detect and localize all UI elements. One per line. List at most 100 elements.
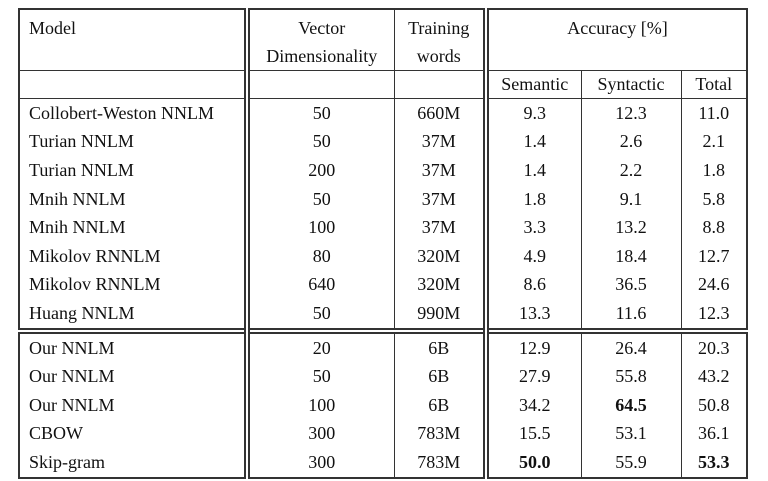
header-model: Model [19,9,250,71]
cell-words: 6B [393,390,489,420]
cell-words: 320M [393,270,489,300]
cell-semantic: 27.9 [519,366,551,387]
cell-words: 320M [393,241,489,271]
cell-semantic: 12.9 [486,327,581,363]
header-total: Total [680,70,747,99]
cell-dim: 80 [312,245,331,266]
header-training-line1: Training [408,18,470,38]
cell-words: 990M [393,299,489,331]
cell-semantic: 4.9 [523,245,547,266]
cell-model: Collobert-Weston NNLM [19,98,250,128]
cell-words: 783M [393,448,489,478]
table-row: Mnih NNLM 50 37M 1.8 9.1 5.8 [19,184,747,214]
header-spacer-model [19,70,250,99]
paper-table-container: Model Vector Dimensionality Training wor… [18,8,748,479]
cell-dim: 300 [308,423,336,444]
cell-syntactic: 64.5 [580,390,681,420]
cell-model: Mnih NNLM [19,184,250,214]
cell-dim: 640 [308,274,336,295]
cell-semantic: 3.3 [523,217,547,238]
header-accuracy-group: Accuracy [%] [486,9,747,71]
header-training-words: Training words [393,9,489,71]
table-row: CBOW 300 783M 15.5 53.1 36.1 [19,419,747,449]
header-spacer-words [393,70,489,99]
cell-words: 37M [393,184,489,214]
cell-total: 43.2 [680,362,747,391]
cell-total: 5.8 [680,184,747,214]
model-comparison-table: Model Vector Dimensionality Training wor… [18,8,748,479]
cell-total: 53.3 [680,448,747,478]
cell-semantic: 8.6 [523,274,547,295]
cell-semantic: 15.5 [519,423,551,444]
header-vector-dimensionality: Vector Dimensionality [247,9,394,71]
table-row: Turian NNLM 200 37M 1.4 2.2 1.8 [19,156,747,185]
cell-syntactic: 12.3 [580,98,681,128]
cell-words: 783M [393,419,489,449]
cell-semantic: 1.4 [523,131,547,152]
cell-semantic: 1.4 [523,159,547,180]
table-row: Turian NNLM 50 37M 1.4 2.6 2.1 [19,127,747,157]
cell-dim: 20 [247,327,394,363]
cell-words: 660M [393,98,489,128]
cell-model: Mnih NNLM [19,213,250,242]
cell-total: 50.8 [680,390,747,420]
table-row: Collobert-Weston NNLM 50 660M 9.3 12.3 1… [19,98,747,128]
cell-model: Mikolov RNNLM [19,241,250,271]
table-body: Collobert-Weston NNLM 50 660M 9.3 12.3 1… [19,98,747,478]
header-semantic: Semantic [486,70,581,99]
cell-words: 37M [393,127,489,157]
cell-dim: 300 [308,451,336,472]
cell-syntactic: 9.1 [580,184,681,214]
cell-model: Mikolov RNNLM [19,270,250,300]
cell-words: 6B [393,362,489,391]
cell-total: 2.1 [680,127,747,157]
cell-semantic: 9.3 [523,102,547,123]
cell-semantic: 13.3 [519,302,551,323]
cell-total: 12.3 [680,299,747,331]
table-row: Our NNLM 20 6B 12.9 26.4 20.3 [19,327,747,363]
cell-dim: 50 [312,302,331,323]
header-syntactic: Syntactic [580,70,681,99]
cell-syntactic: 2.2 [580,156,681,185]
cell-syntactic: 36.5 [580,270,681,300]
header-vector-line1: Vector [298,18,346,38]
header-row-sub: Semantic Syntactic Total [19,70,747,99]
cell-model: Skip-gram [19,448,250,478]
cell-dim: 100 [308,394,336,415]
cell-total: 1.8 [680,156,747,185]
table-row: Mikolov RNNLM 80 320M 4.9 18.4 12.7 [19,241,747,271]
cell-syntactic: 18.4 [580,241,681,271]
cell-total: 20.3 [680,327,747,363]
cell-semantic: 50.0 [519,451,551,472]
cell-dim: 100 [308,217,336,238]
cell-dim: 50 [312,102,331,123]
cell-syntactic: 55.8 [580,362,681,391]
cell-dim: 50 [312,366,331,387]
cell-syntactic: 53.1 [580,419,681,449]
cell-model: Turian NNLM [19,127,250,157]
cell-model: Our NNLM [19,362,250,391]
cell-syntactic: 11.6 [580,299,681,331]
cell-syntactic: 13.2 [580,213,681,242]
header-spacer-dim [247,70,394,99]
cell-model: Our NNLM [19,390,250,420]
cell-total: 11.0 [680,98,747,128]
cell-words: 6B [393,327,489,363]
header-training-line2: words [416,46,461,66]
cell-model: Huang NNLM [19,299,250,331]
cell-syntactic: 26.4 [580,327,681,363]
cell-total: 24.6 [680,270,747,300]
header-row-top: Model Vector Dimensionality Training wor… [19,9,747,71]
cell-total: 12.7 [680,241,747,271]
cell-dim: 200 [308,159,336,180]
cell-dim: 50 [312,188,331,209]
table-row: Our NNLM 100 6B 34.2 64.5 50.8 [19,390,747,420]
table-row: Mikolov RNNLM 640 320M 8.6 36.5 24.6 [19,270,747,300]
table-row: Skip-gram 300 783M 50.0 55.9 53.3 [19,448,747,478]
cell-total: 8.8 [680,213,747,242]
cell-dim: 50 [312,131,331,152]
cell-syntactic: 55.9 [580,448,681,478]
cell-total: 36.1 [680,419,747,449]
cell-semantic: 34.2 [519,394,551,415]
cell-syntactic: 2.6 [580,127,681,157]
